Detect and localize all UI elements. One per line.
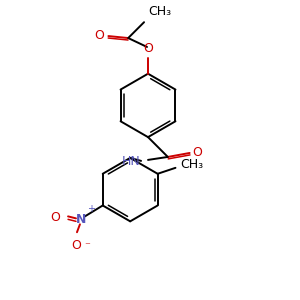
Text: O: O (193, 146, 202, 160)
Text: CH₃: CH₃ (148, 5, 171, 18)
Text: HN: HN (121, 155, 140, 168)
Text: ⁻: ⁻ (84, 241, 90, 251)
Text: O: O (50, 211, 60, 224)
Text: O: O (71, 239, 81, 252)
Text: O: O (94, 28, 104, 42)
Text: CH₃: CH₃ (180, 158, 204, 171)
Text: O: O (143, 42, 153, 55)
Text: N: N (76, 213, 86, 226)
Text: +: + (87, 204, 95, 214)
